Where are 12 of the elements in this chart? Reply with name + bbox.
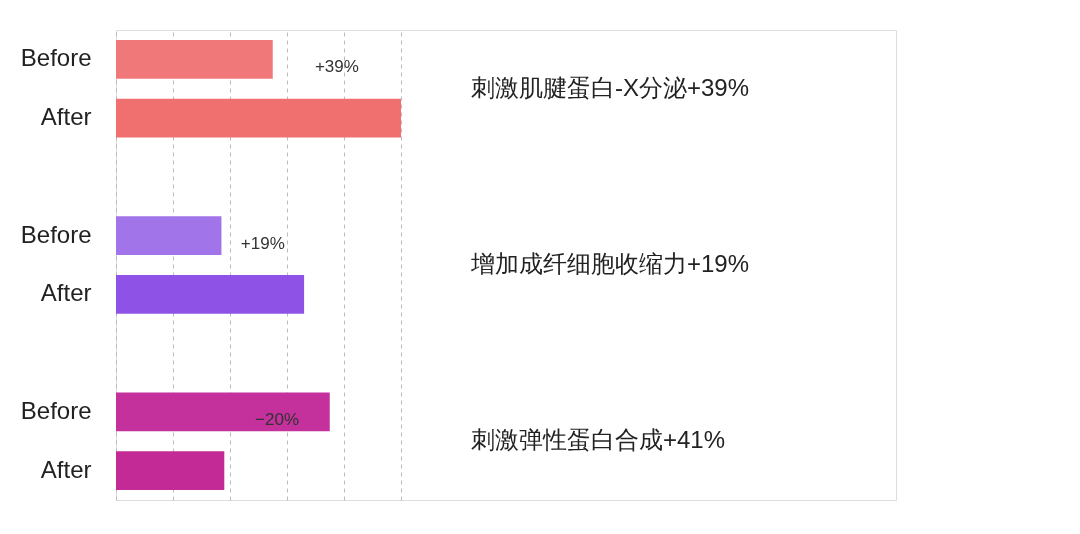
text: 刺激肌腱蛋白-X分泌+39% [471,73,750,101]
y-tick-label: After [40,455,92,483]
y-tick-label: Before [20,44,92,72]
annotation: −20% [255,409,299,429]
annotation: +39% [314,57,359,77]
y-tick-label: Before [20,220,92,248]
text: 刺激弹性蛋白合成+41% [471,426,726,454]
y-tick-label: After [40,279,92,307]
y-tick-label: Before [20,396,92,424]
y-tick-label: After [40,103,92,131]
text: 增加成纤细胞收缩力+19% [470,250,750,277]
annotation: +19% [240,233,285,253]
